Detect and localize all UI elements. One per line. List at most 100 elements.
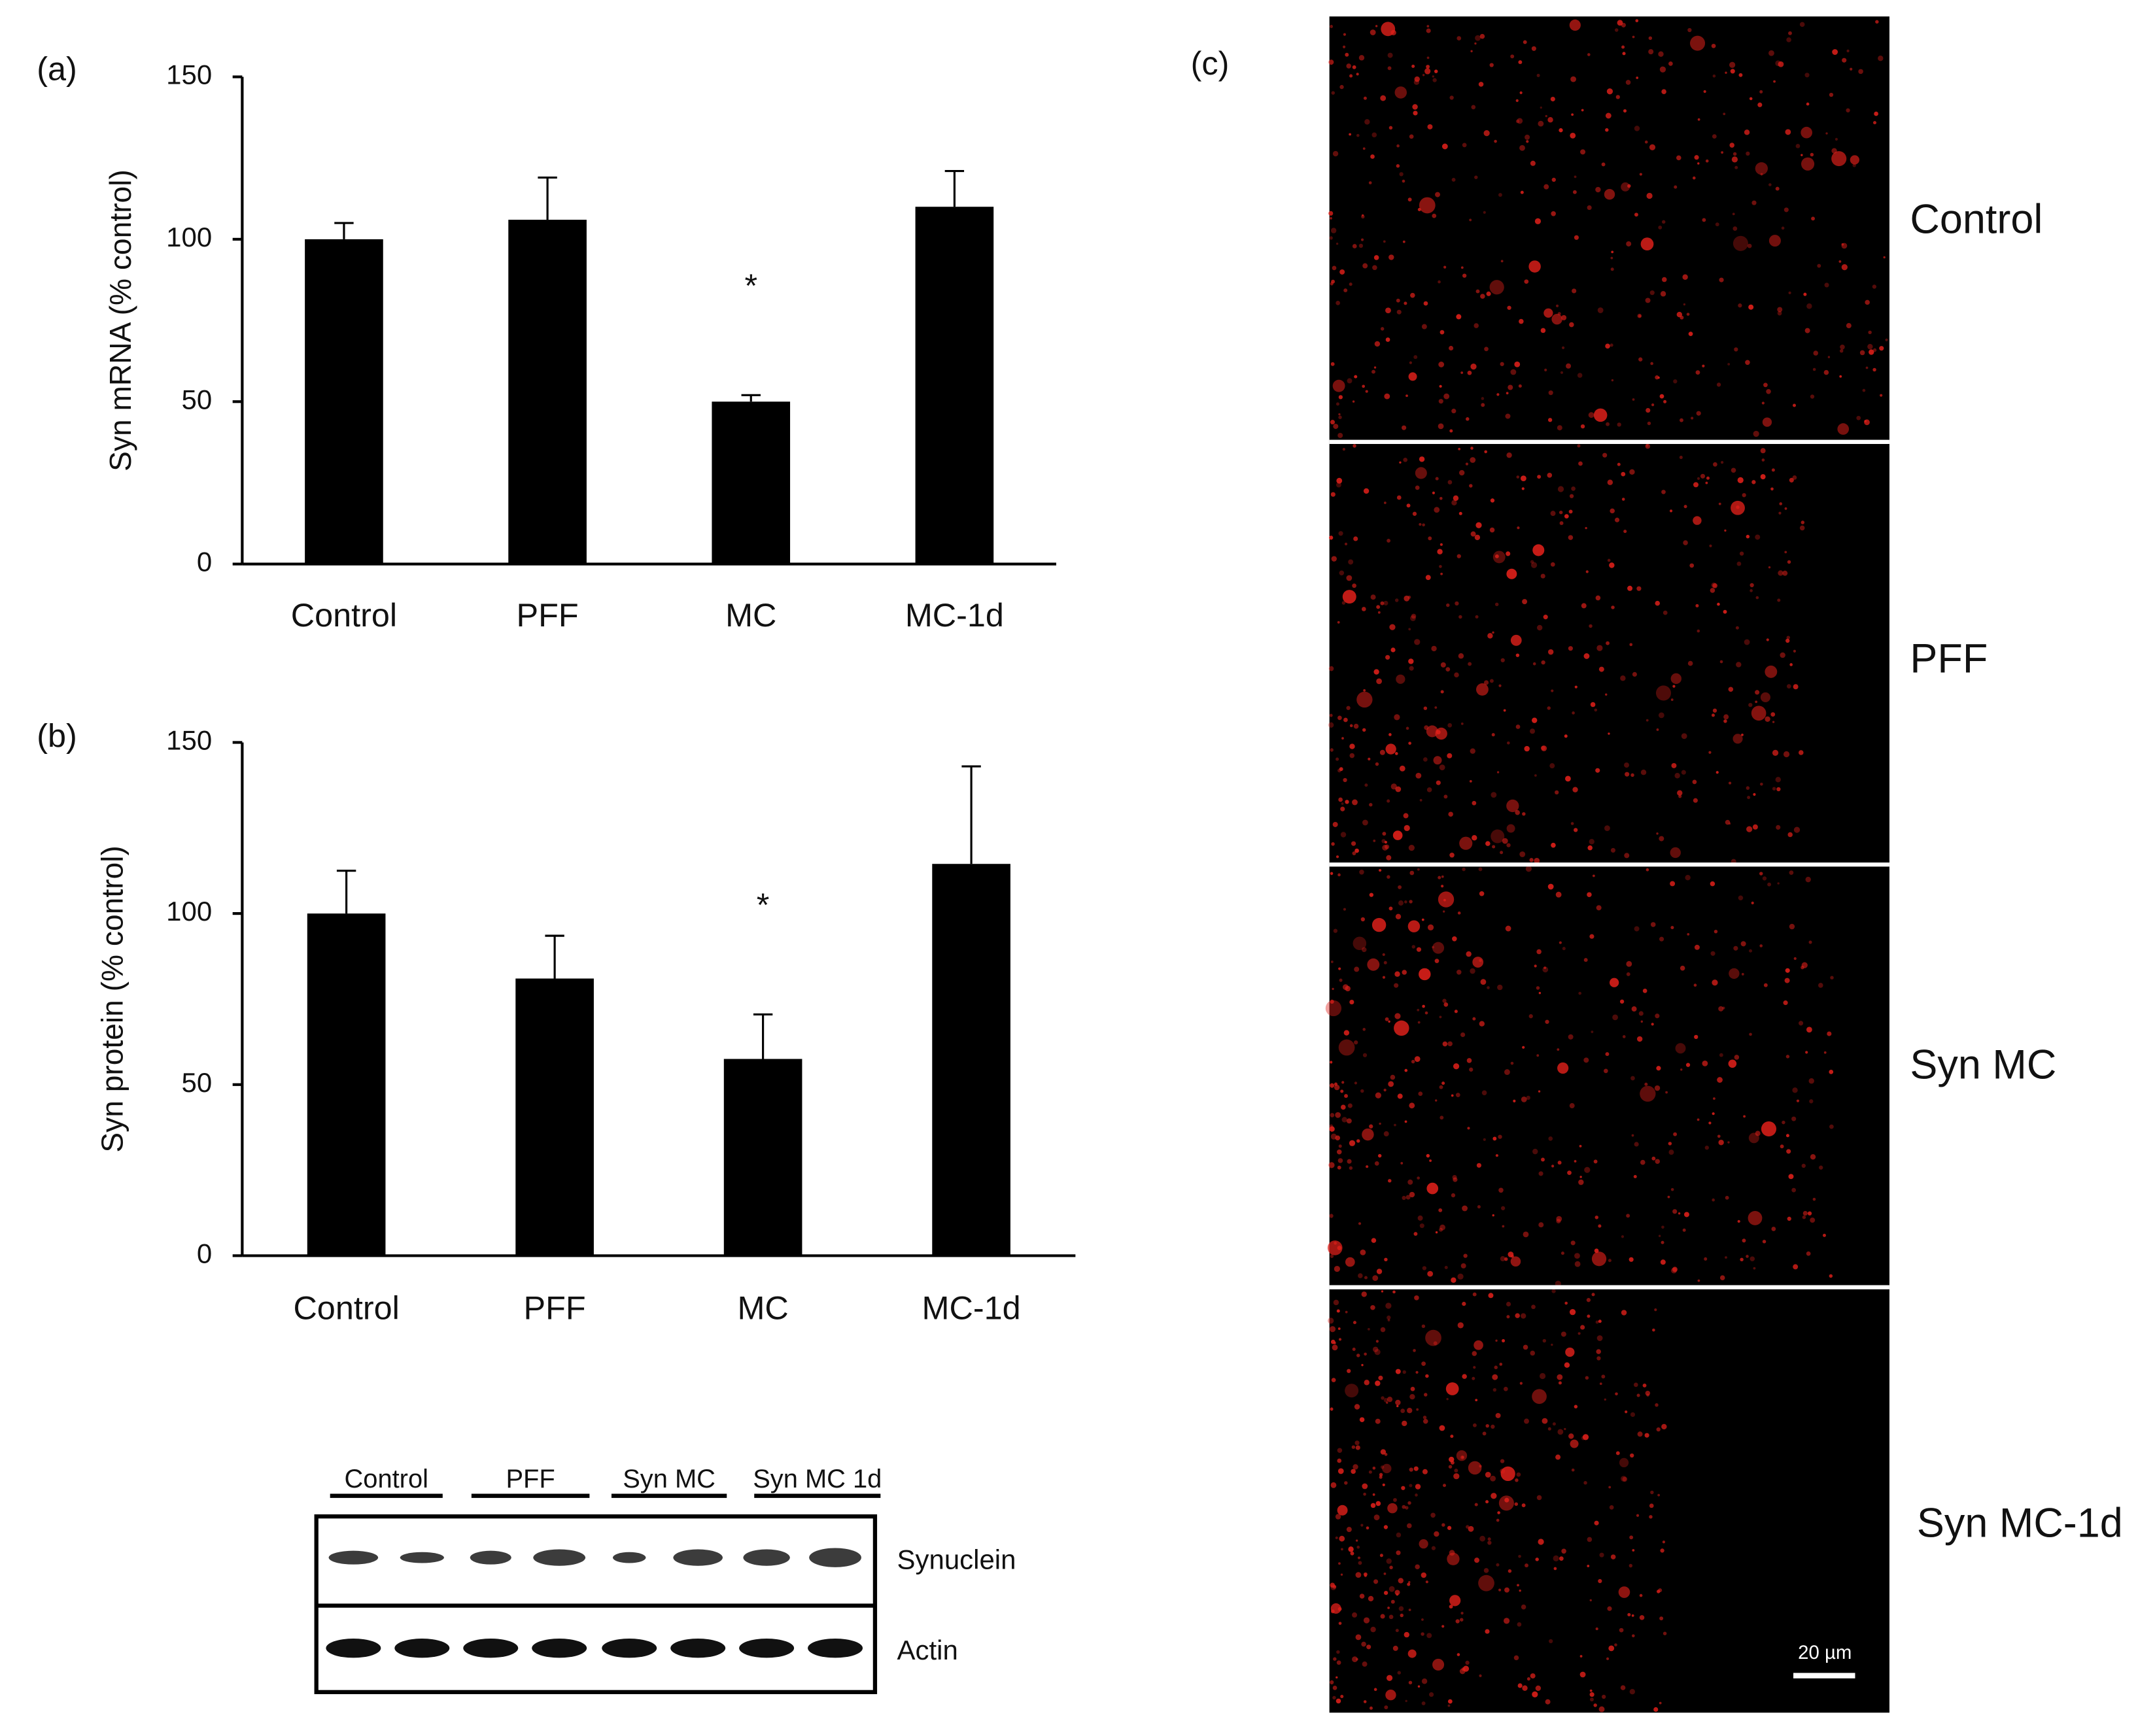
speckle xyxy=(1630,1076,1635,1081)
speckle xyxy=(1637,313,1642,318)
speckle xyxy=(1520,190,1524,194)
speckle xyxy=(1582,1434,1589,1440)
blot-band xyxy=(809,1548,861,1567)
speckle xyxy=(1483,1138,1486,1141)
speckle xyxy=(1336,1698,1341,1704)
speckle xyxy=(1340,1695,1344,1699)
blot-band xyxy=(326,1638,381,1658)
speckle xyxy=(1617,462,1621,466)
speckle xyxy=(1819,1165,1823,1170)
speckle xyxy=(1656,1427,1661,1432)
speckle xyxy=(1525,134,1530,140)
speckle xyxy=(1746,1255,1749,1258)
speckle xyxy=(1440,330,1445,335)
speckle xyxy=(1793,1264,1799,1270)
bar xyxy=(307,913,386,1256)
speckle xyxy=(1516,475,1520,479)
speckle xyxy=(1733,235,1748,251)
speckle xyxy=(1595,1216,1598,1219)
speckle xyxy=(1399,172,1404,177)
speckle xyxy=(1584,1166,1591,1173)
speckle xyxy=(1583,1057,1589,1063)
speckle xyxy=(1614,1643,1617,1646)
speckle xyxy=(1396,144,1400,148)
speckle xyxy=(1374,1161,1379,1166)
speckle xyxy=(1686,313,1690,316)
speckle xyxy=(1564,1427,1566,1431)
speckle xyxy=(1841,243,1848,249)
speckle xyxy=(1712,1112,1715,1115)
speckle xyxy=(1627,184,1631,188)
speckle xyxy=(1500,851,1504,855)
speckle xyxy=(1659,1701,1662,1705)
speckle xyxy=(1638,357,1643,362)
speckle xyxy=(1523,40,1527,44)
speckle xyxy=(1715,771,1719,774)
speckle xyxy=(1761,1121,1777,1137)
speckle xyxy=(1788,31,1792,35)
speckle xyxy=(1352,400,1355,403)
error-bar xyxy=(961,765,981,864)
speckle xyxy=(1681,733,1687,740)
speckle xyxy=(1458,511,1462,515)
speckle xyxy=(1415,1484,1421,1489)
speckle xyxy=(1478,82,1484,87)
speckle xyxy=(1356,691,1373,708)
speckle xyxy=(1620,675,1626,681)
speckle xyxy=(1387,1396,1393,1403)
speckle xyxy=(1550,511,1556,517)
speckle xyxy=(1483,680,1489,685)
speckle xyxy=(1409,134,1414,139)
speckle xyxy=(1343,717,1348,723)
speckle xyxy=(1488,1293,1494,1299)
speckle xyxy=(1702,1060,1708,1066)
speckle xyxy=(1343,288,1348,293)
speckle xyxy=(1492,1136,1497,1141)
speckle xyxy=(1421,1632,1424,1636)
speckle xyxy=(1555,790,1559,795)
speckle xyxy=(1497,1511,1500,1514)
speckle xyxy=(1750,1256,1755,1262)
speckle xyxy=(1665,1091,1668,1094)
speckle xyxy=(1649,144,1656,150)
speckle xyxy=(1717,602,1720,606)
speckle xyxy=(1656,832,1659,835)
speckle xyxy=(1561,315,1567,320)
speckle xyxy=(1469,1067,1474,1072)
speckle xyxy=(1392,1290,1396,1294)
speckle xyxy=(1510,634,1522,646)
speckle xyxy=(1371,369,1375,374)
speckle xyxy=(1460,1263,1466,1268)
speckle xyxy=(1373,669,1379,675)
speckle xyxy=(1810,152,1814,157)
speckle xyxy=(1426,1633,1432,1639)
speckle xyxy=(1692,779,1697,785)
speckle xyxy=(1673,379,1678,384)
speckle xyxy=(1330,1482,1337,1488)
speckle xyxy=(1476,1163,1481,1168)
speckle xyxy=(1663,610,1668,615)
speckle xyxy=(1335,1514,1341,1520)
speckle xyxy=(1408,628,1411,631)
speckle xyxy=(1634,926,1640,932)
speckle xyxy=(1559,510,1563,515)
speckle xyxy=(1328,211,1334,216)
speckle xyxy=(1685,874,1691,881)
speckle xyxy=(1524,745,1530,752)
speckle xyxy=(1354,1440,1360,1446)
speckle xyxy=(1386,1401,1388,1404)
speckle xyxy=(1374,341,1381,347)
speckle xyxy=(1472,835,1477,841)
speckle xyxy=(1356,1139,1360,1143)
speckle xyxy=(1338,413,1341,416)
speckle xyxy=(1502,838,1508,844)
speckle xyxy=(1494,1365,1498,1369)
speckle xyxy=(1504,1257,1508,1261)
row-label: Synuclein xyxy=(897,1544,1016,1575)
speckle xyxy=(1335,1112,1341,1118)
speckle xyxy=(1519,1590,1521,1592)
speckle xyxy=(1778,511,1782,515)
speckle xyxy=(1378,1375,1383,1380)
speckle xyxy=(1489,679,1494,683)
speckle xyxy=(1360,1249,1366,1255)
